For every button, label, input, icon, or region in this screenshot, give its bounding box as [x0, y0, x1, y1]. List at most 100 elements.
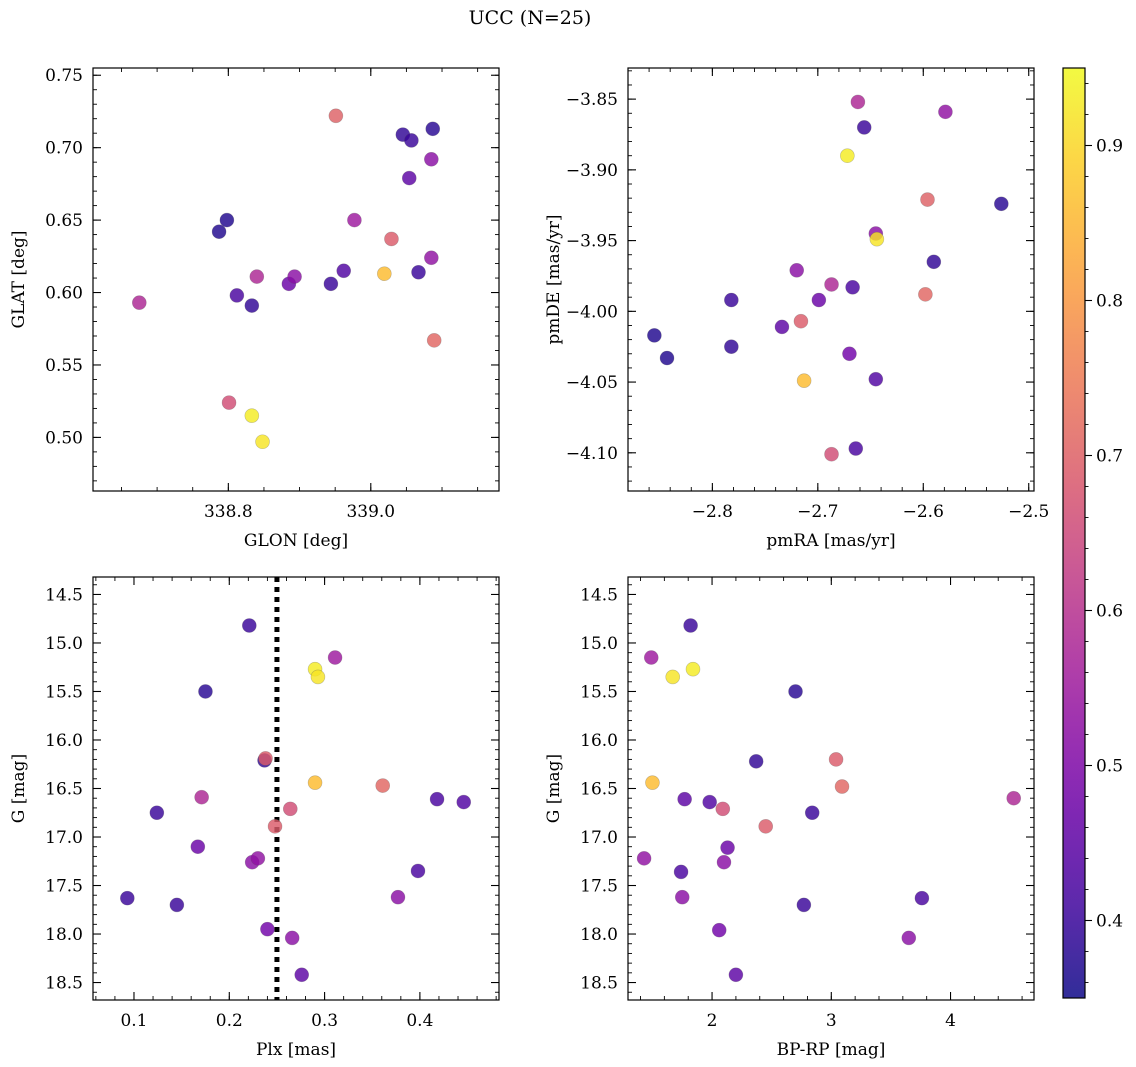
y-tick-label: −4.05 — [566, 373, 618, 393]
data-point — [249, 269, 265, 284]
data-point — [411, 264, 426, 280]
colorbar-gradient — [1063, 68, 1085, 998]
y-tick-label: 16.0 — [580, 731, 618, 751]
data-point — [828, 752, 844, 767]
data-point — [375, 778, 391, 793]
data-point — [850, 94, 866, 110]
data-point — [410, 863, 426, 879]
data-point — [336, 263, 352, 279]
data-point — [702, 794, 717, 810]
y-tick-label: 0.70 — [45, 139, 83, 159]
data-point — [426, 333, 442, 348]
y-axis-label-pmde-mas-yr: pmDE [mas/yr] — [544, 214, 564, 344]
data-point — [834, 779, 850, 794]
data-point — [258, 751, 273, 766]
data-point — [869, 231, 885, 247]
y-tick-label: 16.5 — [45, 780, 83, 800]
data-point — [715, 801, 731, 817]
y-tick-label: 18.5 — [45, 974, 83, 994]
colorbar-frame — [1062, 67, 1086, 999]
x-tick-label: 0.4 — [406, 1011, 433, 1031]
y-tick-label: 17.5 — [45, 877, 83, 897]
data-point — [788, 684, 803, 699]
data-point — [665, 669, 681, 685]
data-point — [793, 313, 809, 329]
y-tick-label: 0.60 — [45, 284, 83, 304]
y-tick-label: 17.5 — [580, 877, 618, 897]
data-point — [789, 263, 805, 278]
colorbar-tick-label: 0.8 — [1096, 292, 1123, 312]
y-tick-label: 15.5 — [580, 682, 618, 702]
data-point — [131, 295, 147, 310]
x-tick-label: 4 — [945, 1011, 956, 1031]
data-point — [347, 212, 362, 228]
y-tick-label: 14.5 — [580, 585, 618, 605]
data-point — [255, 434, 270, 450]
colorbar-tick-label: 0.9 — [1096, 137, 1123, 157]
data-point — [424, 250, 439, 266]
plot-frame — [627, 67, 1035, 492]
data-point — [244, 298, 260, 313]
y-axis-label-g-mag: G [mag] — [544, 754, 564, 823]
y-tick-label: 18.5 — [580, 974, 618, 994]
data-point — [221, 395, 237, 410]
x-tick-label: 0.3 — [311, 1011, 338, 1031]
x-axis-label-pmra-mas-yr: pmRA [mas/yr] — [766, 531, 895, 551]
data-point — [294, 967, 310, 983]
data-point — [244, 408, 260, 423]
y-tick-label: 14.5 — [45, 585, 83, 605]
y-tick-label: 18.0 — [580, 925, 618, 945]
data-point — [796, 373, 812, 388]
y-tick-label: −3.90 — [566, 161, 618, 181]
x-tick-label: −2.8 — [692, 502, 733, 522]
y-tick-label: 15.0 — [45, 634, 83, 654]
data-point — [242, 618, 257, 633]
data-point — [384, 231, 399, 247]
y-tick-label: 15.0 — [580, 634, 618, 654]
data-point — [994, 196, 1009, 212]
data-point — [868, 371, 884, 387]
data-point — [323, 276, 339, 292]
data-point — [774, 319, 790, 335]
y-tick-label: 0.50 — [45, 428, 83, 448]
data-point — [250, 851, 266, 866]
x-axis-label-plx-mas: Plx [mas] — [256, 1040, 336, 1060]
x-axis-label-glon-deg: GLON [deg] — [244, 531, 348, 551]
data-point — [720, 840, 735, 855]
y-axis-label-glat-deg: GLAT [deg] — [9, 230, 29, 328]
data-point — [926, 254, 942, 270]
data-point — [758, 819, 774, 834]
data-point — [643, 650, 659, 665]
panel-3: 0.1 0.2 0.3 0.4 14.5 15.0 15.5 16.0 16.5 17.0 17.5… — [9, 576, 500, 1060]
data-point — [920, 192, 935, 207]
x-tick-label: 338.8 — [204, 502, 253, 522]
data-point — [404, 133, 419, 148]
y-axis-label-g-mag: G [mag] — [9, 754, 29, 823]
panel-4: 2 3 4 14.5 15.0 15.5 16.0 16.5 17.0 17.5 18.0 18.5 B… — [544, 576, 1035, 1060]
y-tick-label: 16.0 — [45, 731, 83, 751]
data-point — [1006, 790, 1022, 806]
data-point — [429, 791, 445, 807]
y-tick-label: −3.95 — [566, 232, 618, 252]
data-point — [327, 650, 343, 665]
data-point — [307, 775, 323, 790]
data-point — [636, 851, 652, 866]
colorbar-tick-label: 0.7 — [1096, 447, 1123, 467]
y-tick-label: 16.5 — [580, 780, 618, 800]
data-point — [748, 754, 764, 769]
data-point — [824, 446, 839, 462]
data-point — [401, 170, 417, 186]
data-point — [724, 339, 739, 354]
panel-1: 338.8 339.0 0.50 0.55 0.60 0.65 0.70 0.75 GLON [… — [9, 66, 500, 551]
data-point — [840, 148, 855, 164]
data-point — [711, 922, 727, 938]
data-point — [804, 805, 820, 821]
x-tick-label: −2.6 — [903, 502, 944, 522]
data-point — [673, 864, 689, 880]
data-point — [938, 104, 953, 120]
data-point — [284, 930, 300, 946]
data-point — [120, 890, 135, 906]
y-tick-label: 0.65 — [45, 211, 83, 231]
